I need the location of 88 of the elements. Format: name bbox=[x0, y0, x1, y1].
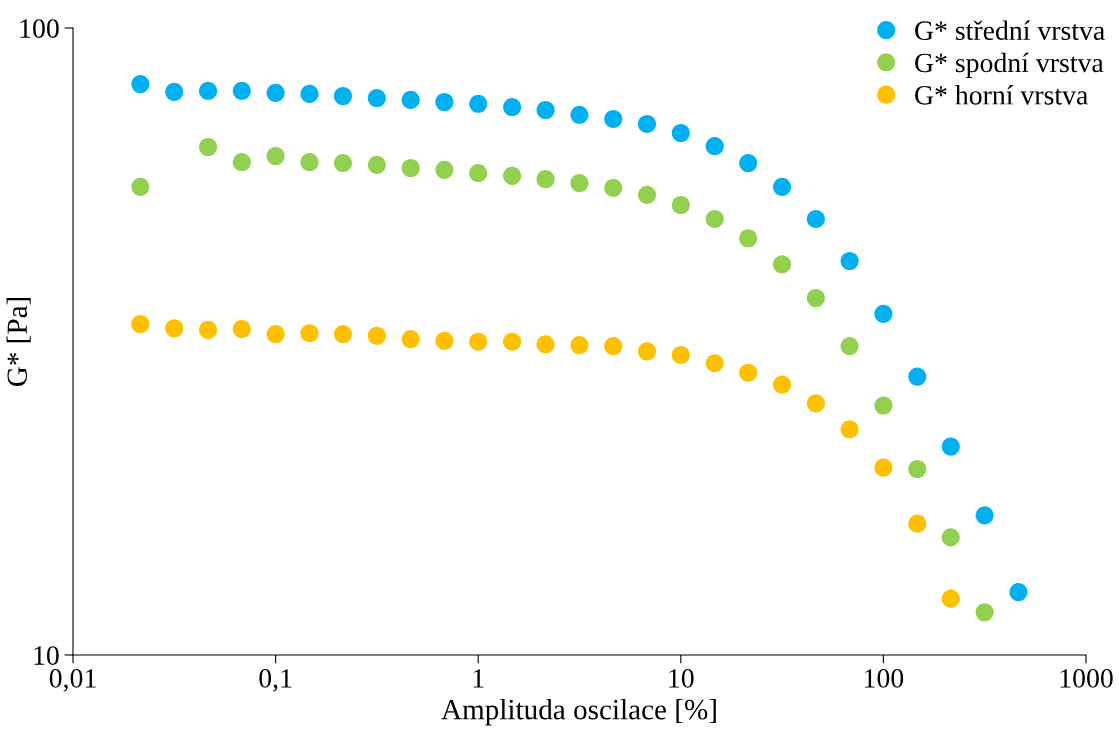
point bbox=[266, 83, 285, 102]
point bbox=[165, 319, 184, 338]
point bbox=[469, 164, 488, 183]
point bbox=[840, 251, 859, 271]
point bbox=[772, 177, 792, 196]
x-tick-label: 10 bbox=[669, 669, 694, 688]
point bbox=[604, 109, 623, 129]
point bbox=[570, 336, 589, 355]
legend-label: G* spodní vrstva bbox=[915, 52, 1104, 78]
point bbox=[739, 229, 758, 248]
point bbox=[131, 74, 150, 94]
point bbox=[806, 394, 825, 413]
point bbox=[739, 153, 758, 173]
point bbox=[333, 153, 353, 173]
point bbox=[536, 100, 555, 120]
point bbox=[806, 209, 825, 228]
point bbox=[198, 320, 218, 339]
point bbox=[503, 166, 522, 185]
point bbox=[333, 324, 353, 344]
x-tick-label: 0,01 bbox=[49, 669, 96, 692]
point bbox=[503, 332, 522, 351]
point bbox=[671, 345, 690, 364]
point bbox=[604, 178, 623, 197]
point bbox=[300, 324, 319, 343]
point bbox=[840, 336, 859, 356]
point bbox=[333, 86, 353, 106]
point bbox=[874, 396, 893, 415]
point bbox=[941, 589, 960, 608]
point bbox=[874, 458, 893, 477]
point bbox=[435, 92, 454, 112]
y-axis-title: G* [Pa] bbox=[6, 297, 31, 387]
point bbox=[705, 137, 724, 156]
x-tick-label: 1000 bbox=[1060, 669, 1113, 688]
point bbox=[739, 363, 758, 382]
point bbox=[772, 255, 792, 274]
legend-label: G* střední vrstva bbox=[915, 20, 1105, 41]
point bbox=[637, 185, 657, 204]
point bbox=[300, 153, 319, 172]
point bbox=[367, 155, 386, 174]
point bbox=[435, 160, 454, 179]
point bbox=[908, 367, 927, 386]
point bbox=[536, 170, 555, 189]
point bbox=[232, 153, 251, 172]
x-axis-title: Amplituda oscilace [%] bbox=[441, 698, 716, 726]
point bbox=[908, 514, 927, 533]
point bbox=[469, 94, 488, 113]
point bbox=[401, 90, 420, 109]
point bbox=[705, 354, 724, 373]
point bbox=[266, 146, 285, 166]
point bbox=[705, 209, 724, 228]
point bbox=[671, 123, 690, 143]
x-tick-label: 0,1 bbox=[259, 669, 292, 692]
point bbox=[874, 304, 893, 323]
x-tick-label: 100 bbox=[865, 669, 904, 688]
point bbox=[131, 315, 150, 334]
point bbox=[941, 437, 960, 456]
point bbox=[401, 158, 420, 178]
x-tick-label: 1 bbox=[473, 669, 484, 688]
point bbox=[536, 335, 555, 354]
point bbox=[232, 81, 251, 100]
point bbox=[570, 105, 589, 124]
point bbox=[165, 82, 184, 101]
point bbox=[367, 326, 386, 345]
point bbox=[941, 528, 960, 547]
point bbox=[772, 375, 792, 394]
point bbox=[975, 506, 994, 525]
point bbox=[806, 288, 825, 308]
point bbox=[131, 177, 150, 196]
point bbox=[975, 603, 994, 622]
point bbox=[232, 320, 251, 339]
point bbox=[637, 342, 657, 361]
point bbox=[469, 332, 488, 351]
point bbox=[570, 173, 589, 193]
point bbox=[1009, 583, 1028, 602]
point bbox=[840, 420, 859, 439]
point bbox=[198, 137, 218, 157]
point bbox=[266, 324, 285, 344]
point bbox=[401, 330, 420, 349]
point bbox=[300, 84, 319, 103]
point bbox=[503, 98, 522, 117]
point bbox=[367, 89, 386, 108]
point bbox=[637, 114, 657, 134]
legend-label: G* horní vrstva bbox=[915, 85, 1088, 105]
point bbox=[198, 81, 218, 100]
point bbox=[908, 459, 927, 479]
point bbox=[671, 195, 690, 215]
point bbox=[435, 331, 454, 350]
point bbox=[604, 336, 623, 356]
